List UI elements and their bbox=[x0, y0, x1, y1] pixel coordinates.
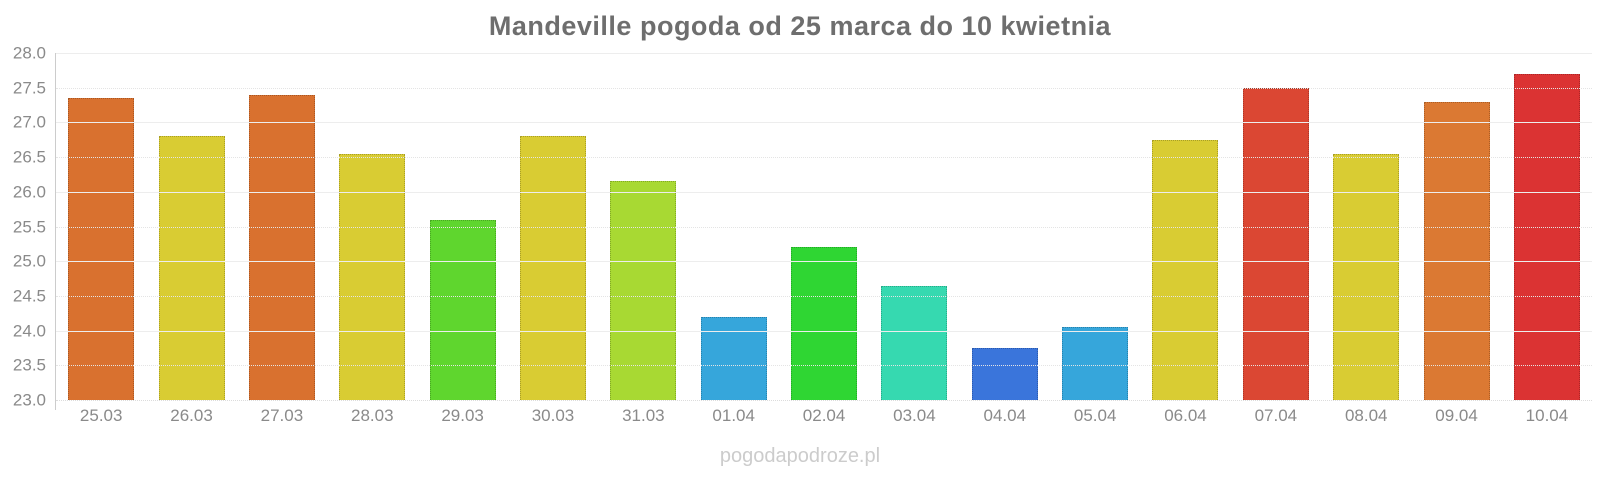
gridline-23.0 bbox=[56, 400, 1592, 401]
y-tick-label-25.0: 25.0 bbox=[12, 251, 46, 271]
y-tick-label-26.0: 26.0 bbox=[12, 182, 46, 202]
bar-slot-03.04 bbox=[869, 53, 959, 400]
x-tick-label-28.03: 28.03 bbox=[350, 406, 394, 425]
bar-slot-25.03 bbox=[56, 53, 146, 400]
bar-28.03[interactable] bbox=[339, 153, 406, 400]
bar-06.04[interactable] bbox=[1152, 139, 1219, 400]
bar-slot-08.04 bbox=[1321, 53, 1411, 400]
x-tick-label-31.03: 31.03 bbox=[622, 406, 665, 425]
gridline-28.0 bbox=[56, 53, 1592, 54]
bar-slot-05.04 bbox=[1050, 53, 1140, 400]
x-tick-label-27.03: 27.03 bbox=[260, 406, 304, 425]
x-tick-label-04.04: 04.04 bbox=[983, 406, 1027, 425]
y-tick-label-25.5: 25.5 bbox=[12, 217, 46, 236]
bars-container bbox=[56, 53, 1592, 400]
bar-slot-04.04 bbox=[960, 53, 1050, 400]
y-tick-label-26.5: 26.5 bbox=[12, 147, 46, 167]
bar-03.04[interactable] bbox=[881, 285, 948, 400]
bar-31.03[interactable] bbox=[610, 181, 677, 400]
x-tick-label-07.04: 07.04 bbox=[1254, 406, 1298, 425]
bar-10.04[interactable] bbox=[1513, 73, 1580, 400]
bar-07.04[interactable] bbox=[1242, 87, 1309, 400]
bar-slot-10.04 bbox=[1502, 53, 1592, 400]
gridline-23.5 bbox=[56, 365, 1592, 367]
gridline-26.5 bbox=[56, 157, 1592, 159]
x-tick-label-03.04: 03.04 bbox=[893, 406, 936, 425]
y-tick-label-24.5: 24.5 bbox=[12, 286, 46, 306]
gridline-26.0 bbox=[56, 191, 1592, 193]
bar-08.04[interactable] bbox=[1333, 153, 1400, 400]
gridline-24.5 bbox=[56, 295, 1592, 297]
bar-slot-28.03 bbox=[327, 53, 417, 400]
bar-27.03[interactable] bbox=[248, 94, 315, 400]
plot-area: 28.0 27.5 27.0 26.5 26.0 25.5 25.0 24.5 24.0 23.5… bbox=[13, 45, 1592, 410]
y-tick-label-28.0: 28.0 bbox=[12, 43, 46, 63]
gridline-25.5 bbox=[56, 226, 1592, 228]
bar-slot-07.04 bbox=[1231, 53, 1321, 400]
bar-05.04[interactable] bbox=[1062, 327, 1129, 400]
bar-04.04[interactable] bbox=[971, 347, 1038, 400]
bar-slot-30.03 bbox=[508, 53, 598, 400]
x-axis-labels: 25.03 26.03 27.03 28.03 29.03 30.03 31.03 01.04… bbox=[56, 406, 1592, 426]
x-tick-label-06.04: 06.04 bbox=[1164, 406, 1207, 425]
x-tick-label-02.04: 02.04 bbox=[802, 406, 846, 425]
bar-02.04[interactable] bbox=[791, 247, 858, 400]
x-tick-label-29.03: 29.03 bbox=[441, 406, 484, 425]
gridline-25.0 bbox=[56, 261, 1592, 263]
x-tick-label-30.03: 30.03 bbox=[531, 406, 575, 425]
bar-01.04[interactable] bbox=[700, 316, 767, 400]
bar-slot-27.03 bbox=[237, 53, 327, 400]
x-tick-label-10.04: 10.04 bbox=[1525, 406, 1569, 425]
bar-29.03[interactable] bbox=[429, 219, 496, 400]
y-tick-label-27.0: 27.0 bbox=[12, 112, 46, 132]
x-tick-label-25.03: 25.03 bbox=[79, 406, 123, 425]
bar-slot-31.03 bbox=[598, 53, 688, 400]
y-tick-label-23.5: 23.5 bbox=[12, 355, 46, 375]
x-tick-label-09.04: 09.04 bbox=[1435, 406, 1478, 425]
y-tick-label-27.5: 27.5 bbox=[12, 78, 46, 98]
x-tick-label-08.04: 08.04 bbox=[1344, 406, 1388, 425]
y-tick-label-23.0: 23.0 bbox=[12, 390, 46, 410]
gridline-27.5 bbox=[56, 87, 1592, 89]
bar-slot-26.03 bbox=[146, 53, 236, 400]
y-axis-line bbox=[55, 53, 56, 410]
gridline-24.0 bbox=[56, 330, 1592, 332]
x-tick-label-01.04: 01.04 bbox=[712, 406, 755, 425]
bar-30.03[interactable] bbox=[519, 136, 586, 400]
bar-slot-29.03 bbox=[417, 53, 507, 400]
bar-25.03[interactable] bbox=[68, 98, 135, 400]
x-tick-label-05.04: 05.04 bbox=[1073, 406, 1117, 425]
watermark: pogodapodroze.pl bbox=[719, 445, 881, 467]
bar-09.04[interactable] bbox=[1423, 101, 1490, 400]
chart-title: Mandeville pogoda od 25 marca do 10 kwie… bbox=[488, 11, 1112, 41]
bar-slot-06.04 bbox=[1140, 53, 1230, 400]
bar-26.03[interactable] bbox=[158, 136, 225, 400]
y-tick-label-24.0: 24.0 bbox=[12, 321, 46, 341]
bar-slot-09.04 bbox=[1411, 53, 1501, 400]
gridline-27.0 bbox=[56, 122, 1592, 124]
x-tick-label-26.03: 26.03 bbox=[170, 406, 213, 425]
bar-slot-02.04 bbox=[779, 53, 869, 400]
